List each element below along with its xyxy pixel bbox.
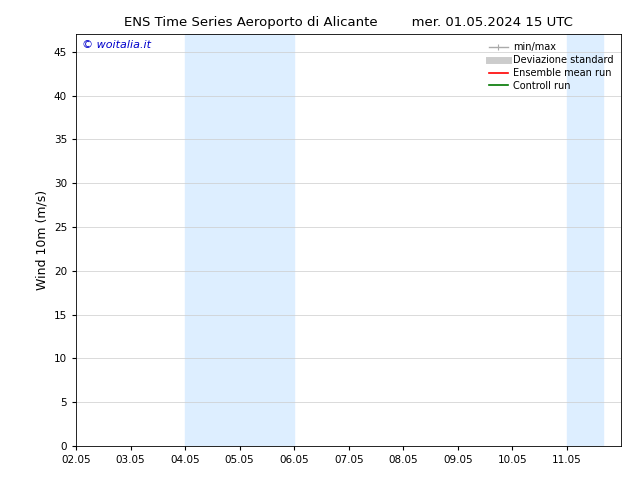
Text: © woitalia.it: © woitalia.it xyxy=(82,41,150,50)
Bar xyxy=(567,34,585,446)
Bar xyxy=(240,34,294,446)
Bar xyxy=(585,34,603,446)
Title: ENS Time Series Aeroporto di Alicante        mer. 01.05.2024 15 UTC: ENS Time Series Aeroporto di Alicante me… xyxy=(124,16,573,29)
Y-axis label: Wind 10m (m/s): Wind 10m (m/s) xyxy=(36,190,48,290)
Bar xyxy=(185,34,240,446)
Legend: min/max, Deviazione standard, Ensemble mean run, Controll run: min/max, Deviazione standard, Ensemble m… xyxy=(486,39,616,94)
